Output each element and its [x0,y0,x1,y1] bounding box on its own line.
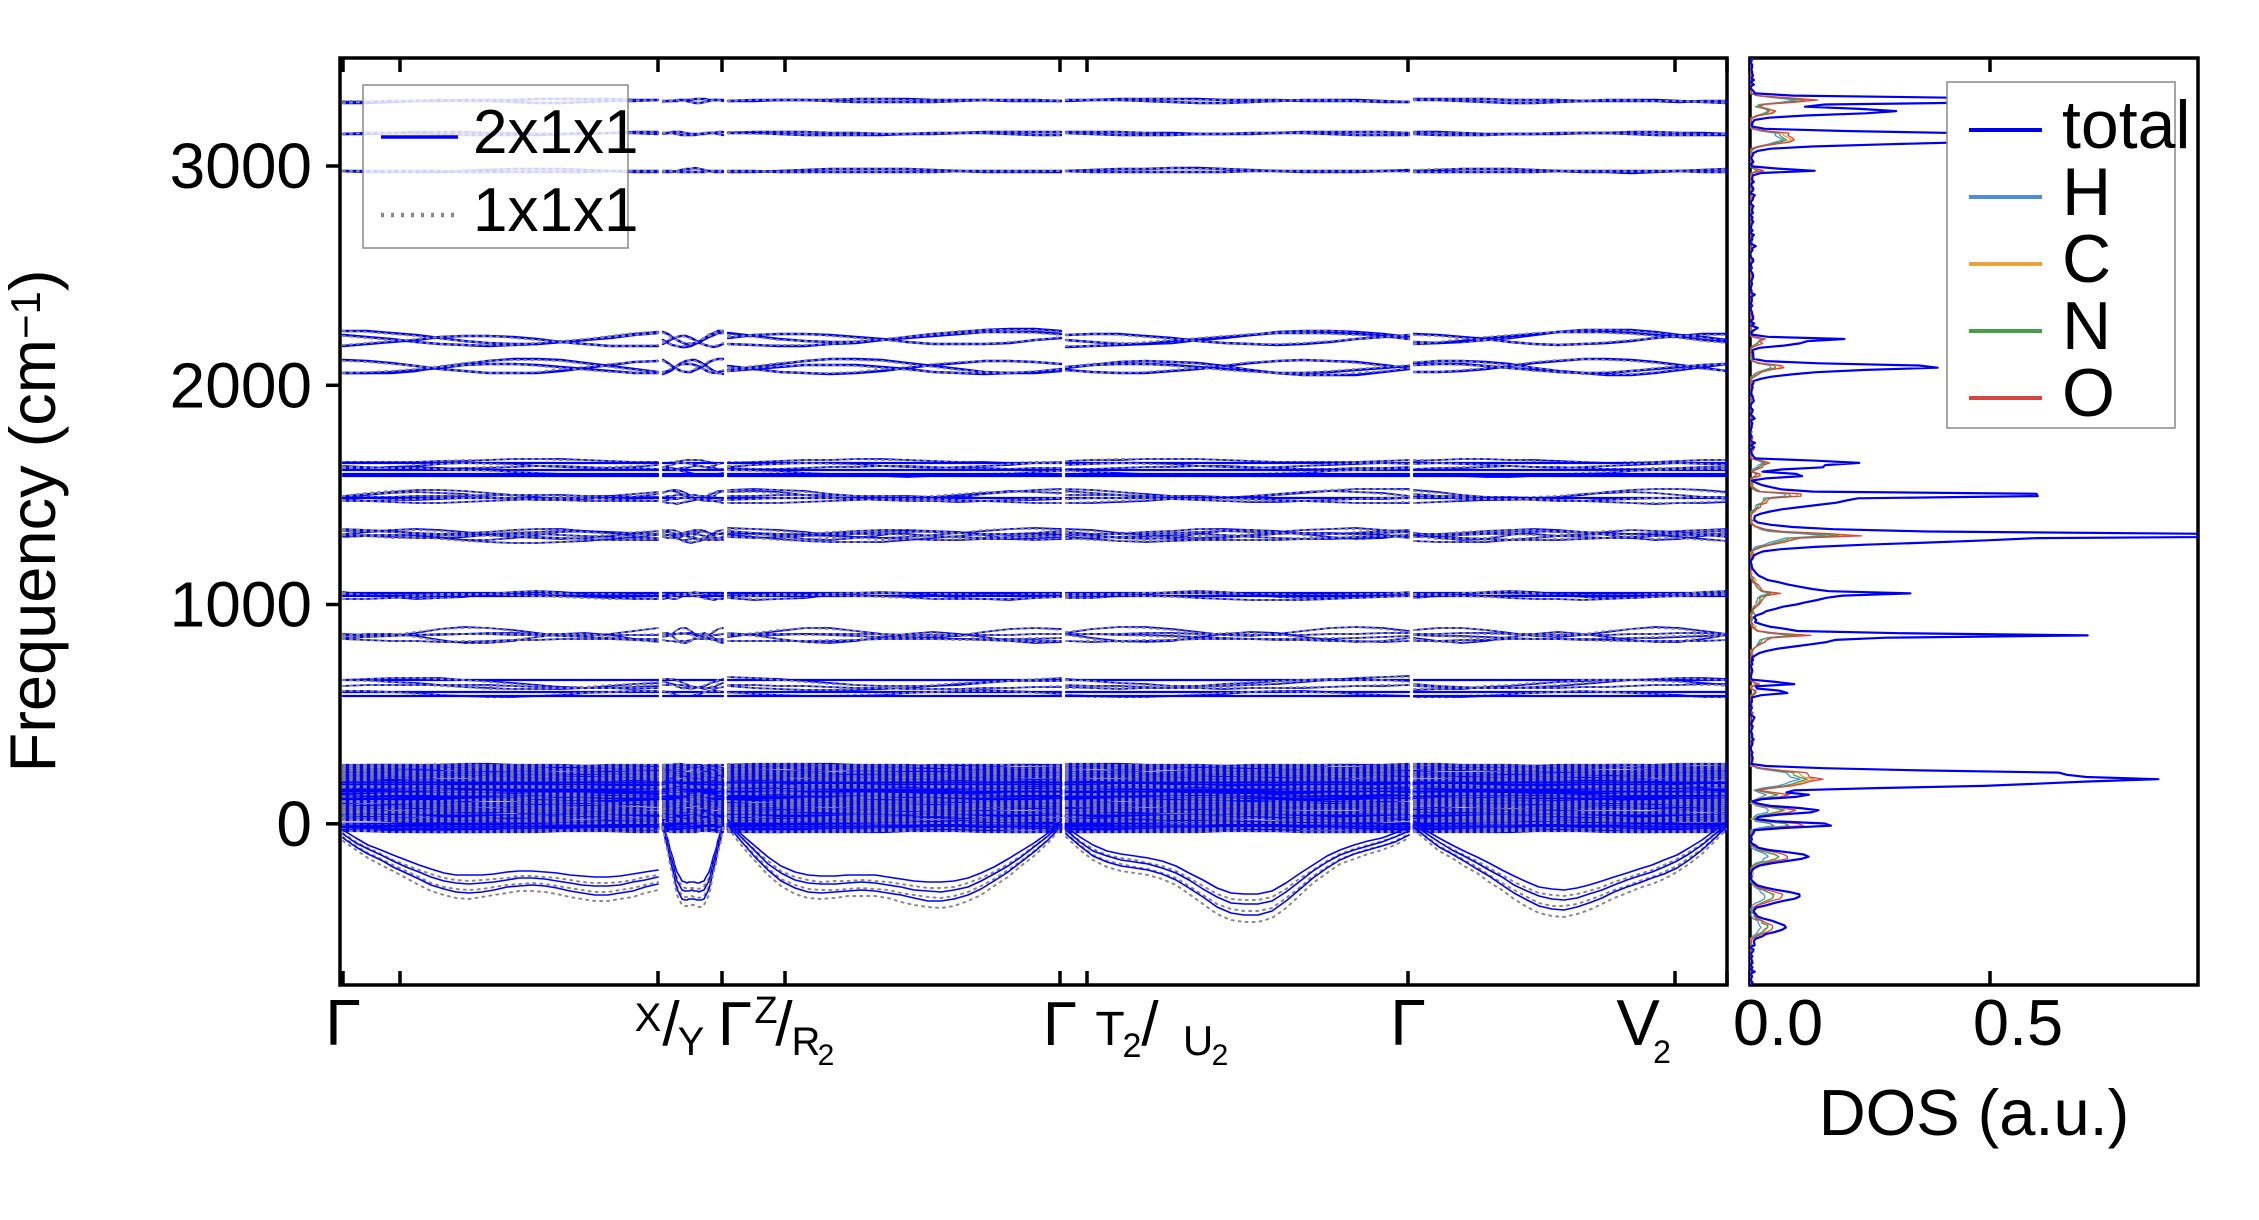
svg-text:total: total [2062,87,2191,163]
svg-text:Γ: Γ [718,990,752,1059]
svg-text:T: T [1095,1003,1124,1056]
svg-text:1000: 1000 [170,569,312,641]
svg-text:Γ: Γ [1390,986,1426,1059]
svg-text:1x1x1: 1x1x1 [473,176,638,245]
svg-text:N: N [2062,288,2111,364]
svg-text:2: 2 [1653,1034,1671,1070]
svg-text:Γ: Γ [1043,990,1077,1059]
svg-text:X: X [635,996,662,1040]
svg-text:Frequency (cm−1): Frequency (cm−1) [0,270,69,773]
svg-text:R: R [792,1020,821,1064]
svg-text:3000: 3000 [170,130,312,202]
svg-text:2: 2 [818,1039,835,1072]
svg-text:Y: Y [678,1020,705,1064]
svg-text:H: H [2062,154,2111,230]
svg-text:2: 2 [1212,1039,1229,1072]
svg-text:0: 0 [276,788,312,860]
svg-text:DOS (a.u.): DOS (a.u.) [1819,1076,2130,1149]
svg-text:2000: 2000 [170,349,312,421]
svg-text:Z: Z [754,990,777,1032]
svg-text:C: C [2062,221,2111,297]
svg-text:O: O [2062,355,2115,431]
svg-text:/: / [1141,990,1159,1059]
svg-text:Γ: Γ [325,986,361,1059]
svg-text:2x1x1: 2x1x1 [473,98,638,167]
svg-text:2: 2 [1123,1027,1142,1065]
svg-text:0.0: 0.0 [1733,986,1823,1059]
svg-text:U: U [1183,1017,1213,1064]
svg-text:0.5: 0.5 [1973,986,2063,1059]
